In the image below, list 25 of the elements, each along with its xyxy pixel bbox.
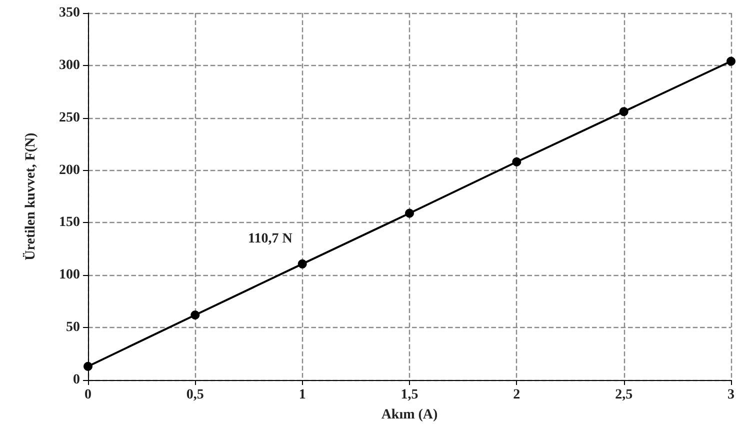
x-tick-label: 2: [513, 388, 520, 402]
y-tick-label: 0: [73, 372, 80, 388]
point: [405, 208, 414, 218]
y-tick-label: 100: [59, 268, 80, 283]
x-tick-label: 1: [298, 388, 306, 402]
annotation: 110,7 N: [248, 231, 292, 246]
y-tick-label: 200: [59, 162, 80, 178]
x-tick-label: 0: [84, 388, 92, 402]
y-axis-title: Üretilen kuvvet, F(N): [22, 132, 38, 260]
y-tick-label: 250: [59, 110, 80, 126]
x-axis-title: Akım (A): [381, 408, 438, 422]
x-tick-label: 0,5: [186, 388, 204, 402]
point: [512, 157, 522, 166]
x-tick-label: 2,5: [615, 388, 633, 402]
y-tick-label: 350: [59, 6, 80, 20]
y-tick-label: 150: [59, 215, 80, 230]
point: [84, 362, 92, 371]
x-tick-label: 1,5: [400, 388, 418, 402]
y-tick-label: 300: [59, 58, 80, 73]
point: [726, 56, 736, 66]
x-tick-label: 3: [728, 388, 734, 402]
point: [298, 259, 307, 268]
point: [619, 107, 628, 116]
y-tick-label: 50: [66, 320, 80, 336]
point: [190, 310, 200, 320]
